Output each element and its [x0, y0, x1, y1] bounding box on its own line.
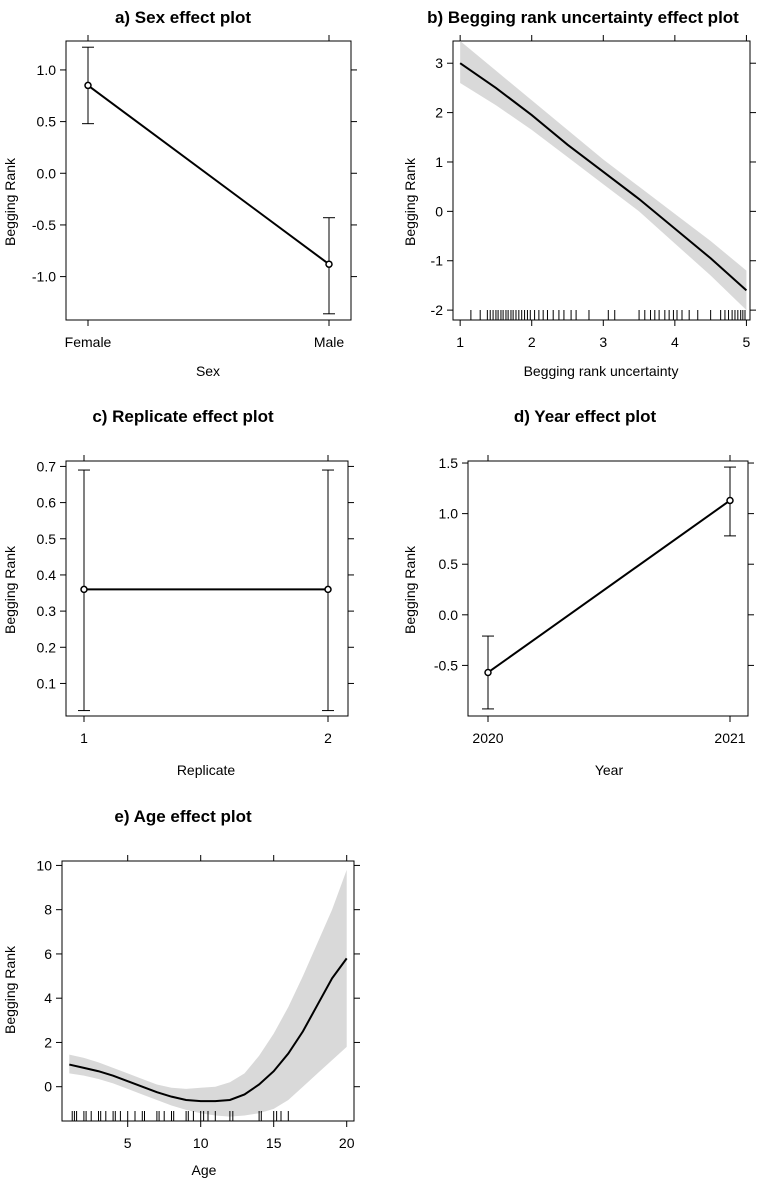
- panel-d-plot: 1.5 1.0 0.5 0.0 -0.5 2020 2021: [434, 455, 754, 746]
- panel-b-ytick-label: 3: [435, 55, 443, 71]
- panel-a-point: [84, 81, 92, 90]
- panel-d-ytick-label: 0.0: [439, 607, 459, 623]
- panel-a-ytick-label: 0.0: [37, 165, 57, 181]
- panel-d-ytick-label: 1.5: [439, 455, 459, 471]
- panel-e-xtick-label: 5: [124, 1135, 132, 1151]
- panel-e-ytick-label: 4: [44, 990, 52, 1006]
- panel-c-frame: [65, 460, 349, 717]
- panel-d-xtick-label: 2020: [472, 730, 503, 746]
- panel-b-xtick-label: 1: [456, 334, 464, 350]
- panel-a-ylabel: Begging Rank: [2, 157, 18, 246]
- panel-d-xlabel: Year: [595, 762, 624, 778]
- panel-a-xtick-label: Female: [65, 334, 112, 350]
- panel-a: a) Sex effect plot Sex Begging Rank 1.0 0…: [2, 8, 357, 379]
- panel-a-ytick-label: 0.5: [37, 114, 57, 130]
- panel-a-plot: 1.0 0.5 0.0 -0.5 -1.0 Female Male: [32, 35, 357, 350]
- panel-e-ytick-label: 10: [36, 857, 52, 873]
- panel-e-ylabel: Begging Rank: [2, 945, 18, 1034]
- panel-a-effect-line: [87, 84, 330, 266]
- panel-c-ylabel: Begging Rank: [2, 545, 18, 634]
- panel-e-xlabel: Age: [192, 1162, 217, 1178]
- panel-a-ytick-label: -1.0: [32, 269, 56, 285]
- panel-d-xtick-label: 2021: [714, 730, 745, 746]
- panel-d-frame: [467, 460, 749, 717]
- panel-a-frame: [65, 40, 352, 321]
- panel-b-plot: 3 2 1 0 -1 -2 1 2 3 4 5: [431, 35, 756, 350]
- panel-c-xtick-label: 1: [80, 730, 88, 746]
- panel-c-ytick-label: 0.1: [37, 675, 57, 691]
- panel-e-fit-line: [69, 957, 348, 1103]
- panel-c-ytick-label: 0.3: [37, 603, 57, 619]
- panel-b-ytick-label: 0: [435, 203, 443, 219]
- panel-a-xtick-label: Male: [314, 334, 345, 350]
- panel-b-ytick-label: 2: [435, 105, 443, 121]
- panel-e-ytick-label: 2: [44, 1034, 52, 1050]
- panel-b-xtick-label: 3: [599, 334, 607, 350]
- panel-c: c) Replicate effect plot Replicate Beggi…: [2, 407, 354, 778]
- panel-b-frame: [452, 40, 751, 321]
- panel-e-ytick-label: 8: [44, 902, 52, 918]
- panel-e-confidence-band: [69, 869, 347, 1117]
- panel-e-title: e) Age effect plot: [114, 807, 252, 826]
- panel-a-ytick-label: 1.0: [37, 62, 57, 78]
- panel-c-xlabel: Replicate: [177, 762, 236, 778]
- panel-d-ylabel: Begging Rank: [402, 545, 418, 634]
- panel-c-ytick-label: 0.5: [37, 531, 57, 547]
- panel-e-xtick-label: 15: [266, 1135, 282, 1151]
- panel-b-title: b) Begging rank uncertainty effect plot: [427, 8, 739, 27]
- panel-e-ytick-label: 6: [44, 946, 52, 962]
- panel-e-ytick-label: 0: [44, 1079, 52, 1095]
- panel-c-plot: 0.7 0.6 0.5 0.4 0.3 0.2 0.1 1 2: [37, 455, 354, 746]
- panel-b-ytick-label: -2: [431, 302, 444, 318]
- panel-d-point: [726, 496, 734, 505]
- panel-a-title: a) Sex effect plot: [115, 8, 251, 27]
- panel-c-point: [80, 585, 88, 594]
- panel-b-ytick-label: -1: [431, 253, 444, 269]
- panel-e-xtick-label: 20: [339, 1135, 355, 1151]
- panel-d-ytick-label: 0.5: [439, 556, 459, 572]
- panel-b-ytick-label: 1: [435, 154, 443, 170]
- panel-a-point: [325, 260, 333, 268]
- panel-b-ylabel: Begging Rank: [402, 157, 418, 246]
- panel-d-ytick-label: 1.0: [439, 506, 459, 522]
- panel-c-ytick-label: 0.4: [37, 567, 57, 583]
- panel-e: e) Age effect plot Age Begging Rank 10 8 6…: [2, 807, 360, 1178]
- panel-b: b) Begging rank uncertainty effect plot …: [402, 8, 756, 379]
- panel-c-xtick-label: 2: [324, 730, 332, 746]
- panel-b-xtick-label: 5: [743, 334, 751, 350]
- panel-d: d) Year effect plot Year Begging Rank 1.…: [402, 407, 754, 778]
- panel-c-point: [324, 585, 332, 594]
- panel-b-confidence-band: [460, 41, 747, 311]
- panel-c-title: c) Replicate effect plot: [92, 407, 274, 426]
- panel-b-xtick-label: 4: [671, 334, 679, 350]
- panel-a-ytick-label: -0.5: [32, 217, 56, 233]
- panel-b-xtick-label: 2: [528, 334, 536, 350]
- panel-b-fit-line: [459, 62, 748, 292]
- panel-c-ytick-label: 0.6: [37, 495, 57, 511]
- panel-d-title: d) Year effect plot: [514, 407, 657, 426]
- panel-e-xtick-label: 10: [193, 1135, 209, 1151]
- panel-c-ytick-label: 0.7: [37, 458, 57, 474]
- panel-c-ytick-label: 0.2: [37, 639, 57, 655]
- panel-d-ytick-label: -0.5: [434, 657, 458, 673]
- panel-b-xlabel: Begging rank uncertainty: [524, 363, 679, 379]
- panel-d-point: [484, 668, 492, 677]
- panel-d-effect-line: [487, 499, 731, 674]
- panel-a-xlabel: Sex: [196, 363, 220, 379]
